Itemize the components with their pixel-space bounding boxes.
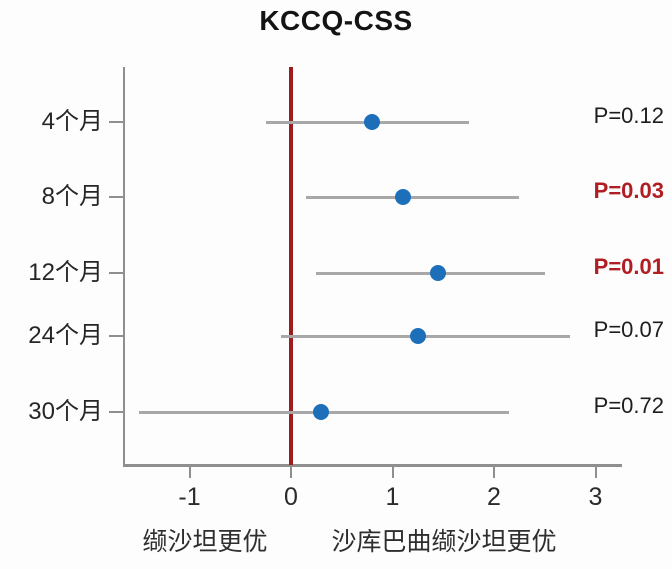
x-tick-mark [188, 467, 191, 478]
category-label: 30个月 [28, 398, 103, 425]
chart-title: KCCQ-CSS [259, 5, 413, 36]
y-axis-line [123, 67, 125, 465]
x-tick-label: -1 [178, 483, 201, 511]
y-tick-mark [109, 196, 125, 198]
x-tick-mark [391, 467, 394, 478]
y-tick-mark [109, 411, 125, 413]
p-value-label: P=0.01 [593, 254, 664, 279]
category-label: 8个月 [41, 183, 103, 210]
p-value-label: P=0.12 [593, 103, 664, 128]
point-estimate-dot [430, 265, 447, 281]
ci-line [306, 196, 520, 199]
point-estimate-dot [364, 114, 381, 130]
p-value-label: P=0.07 [593, 317, 664, 342]
p-value-label: P=0.03 [593, 178, 664, 203]
x-tick-label: 1 [385, 483, 400, 511]
category-label: 12个月 [28, 259, 103, 286]
point-estimate-dot [409, 328, 426, 344]
x-axis-label-right: 沙库巴曲缬沙坦更优 [331, 528, 557, 556]
x-tick-label: 0 [284, 483, 298, 511]
p-value-label: P=0.72 [593, 393, 664, 418]
x-axis-line [123, 464, 622, 467]
y-tick-mark [109, 272, 125, 274]
point-estimate-dot [313, 404, 330, 420]
reference-line [289, 67, 293, 465]
x-tick-mark [493, 467, 495, 478]
category-label: 4个月 [41, 108, 103, 135]
x-tick-mark [594, 467, 597, 478]
point-estimate-dot [394, 189, 411, 205]
x-tick-label: 3 [588, 483, 603, 511]
y-tick-mark [109, 121, 125, 123]
x-tick-mark [290, 467, 292, 478]
y-tick-mark [109, 335, 125, 337]
x-axis-label-left: 缬沙坦更优 [142, 528, 268, 556]
category-label: 24个月 [28, 322, 103, 349]
x-tick-label: 2 [487, 483, 501, 511]
